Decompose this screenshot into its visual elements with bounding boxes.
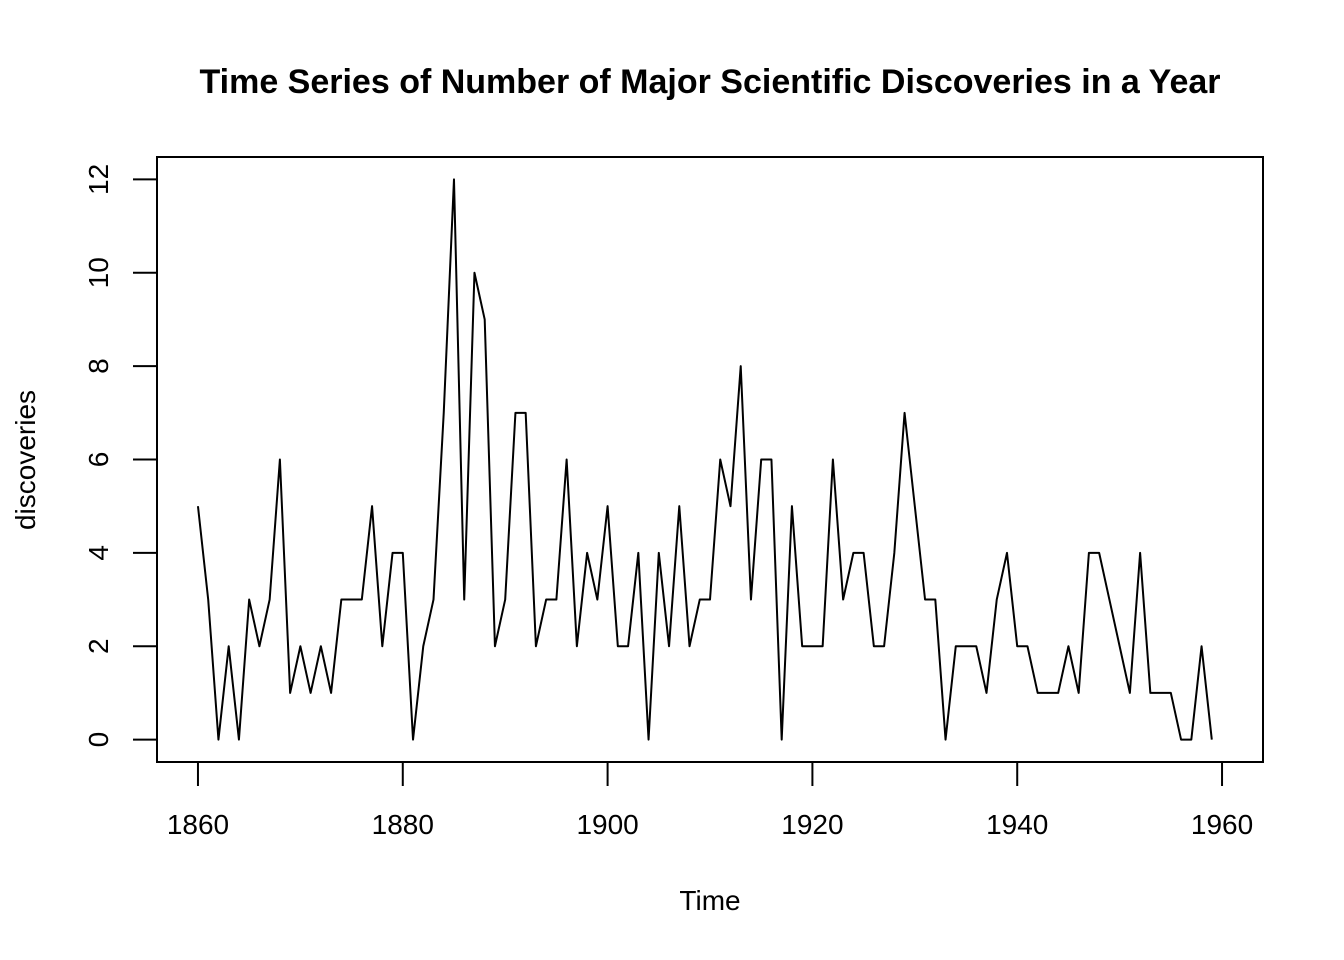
x-tick-label-1880: 1880	[372, 809, 434, 840]
y-tick-label-8: 8	[83, 358, 114, 374]
x-tick-label-1960: 1960	[1191, 809, 1253, 840]
x-tick-label-1920: 1920	[781, 809, 843, 840]
y-tick-label-10: 10	[83, 257, 114, 288]
x-axis: 1860 1880 1900 1920 1940 1960	[167, 761, 1253, 840]
y-axis-label: discoveries	[10, 390, 41, 530]
x-axis-label: Time	[679, 885, 740, 916]
y-tick-label-6: 6	[83, 452, 114, 468]
x-tick-label-1940: 1940	[986, 809, 1048, 840]
y-tick-label-4: 4	[83, 545, 114, 561]
y-axis: 0 2 4 6 8 10 12	[83, 164, 158, 748]
y-tick-label-12: 12	[83, 164, 114, 195]
series-line	[196, 178, 1213, 741]
plot-frame	[156, 156, 1264, 763]
x-tick-label-1900: 1900	[576, 809, 638, 840]
x-tick-label-1860: 1860	[167, 809, 229, 840]
chart-title: Time Series of Number of Major Scientifi…	[199, 63, 1220, 101]
y-tick-label-0: 0	[83, 732, 114, 748]
y-tick-label-2: 2	[83, 638, 114, 654]
